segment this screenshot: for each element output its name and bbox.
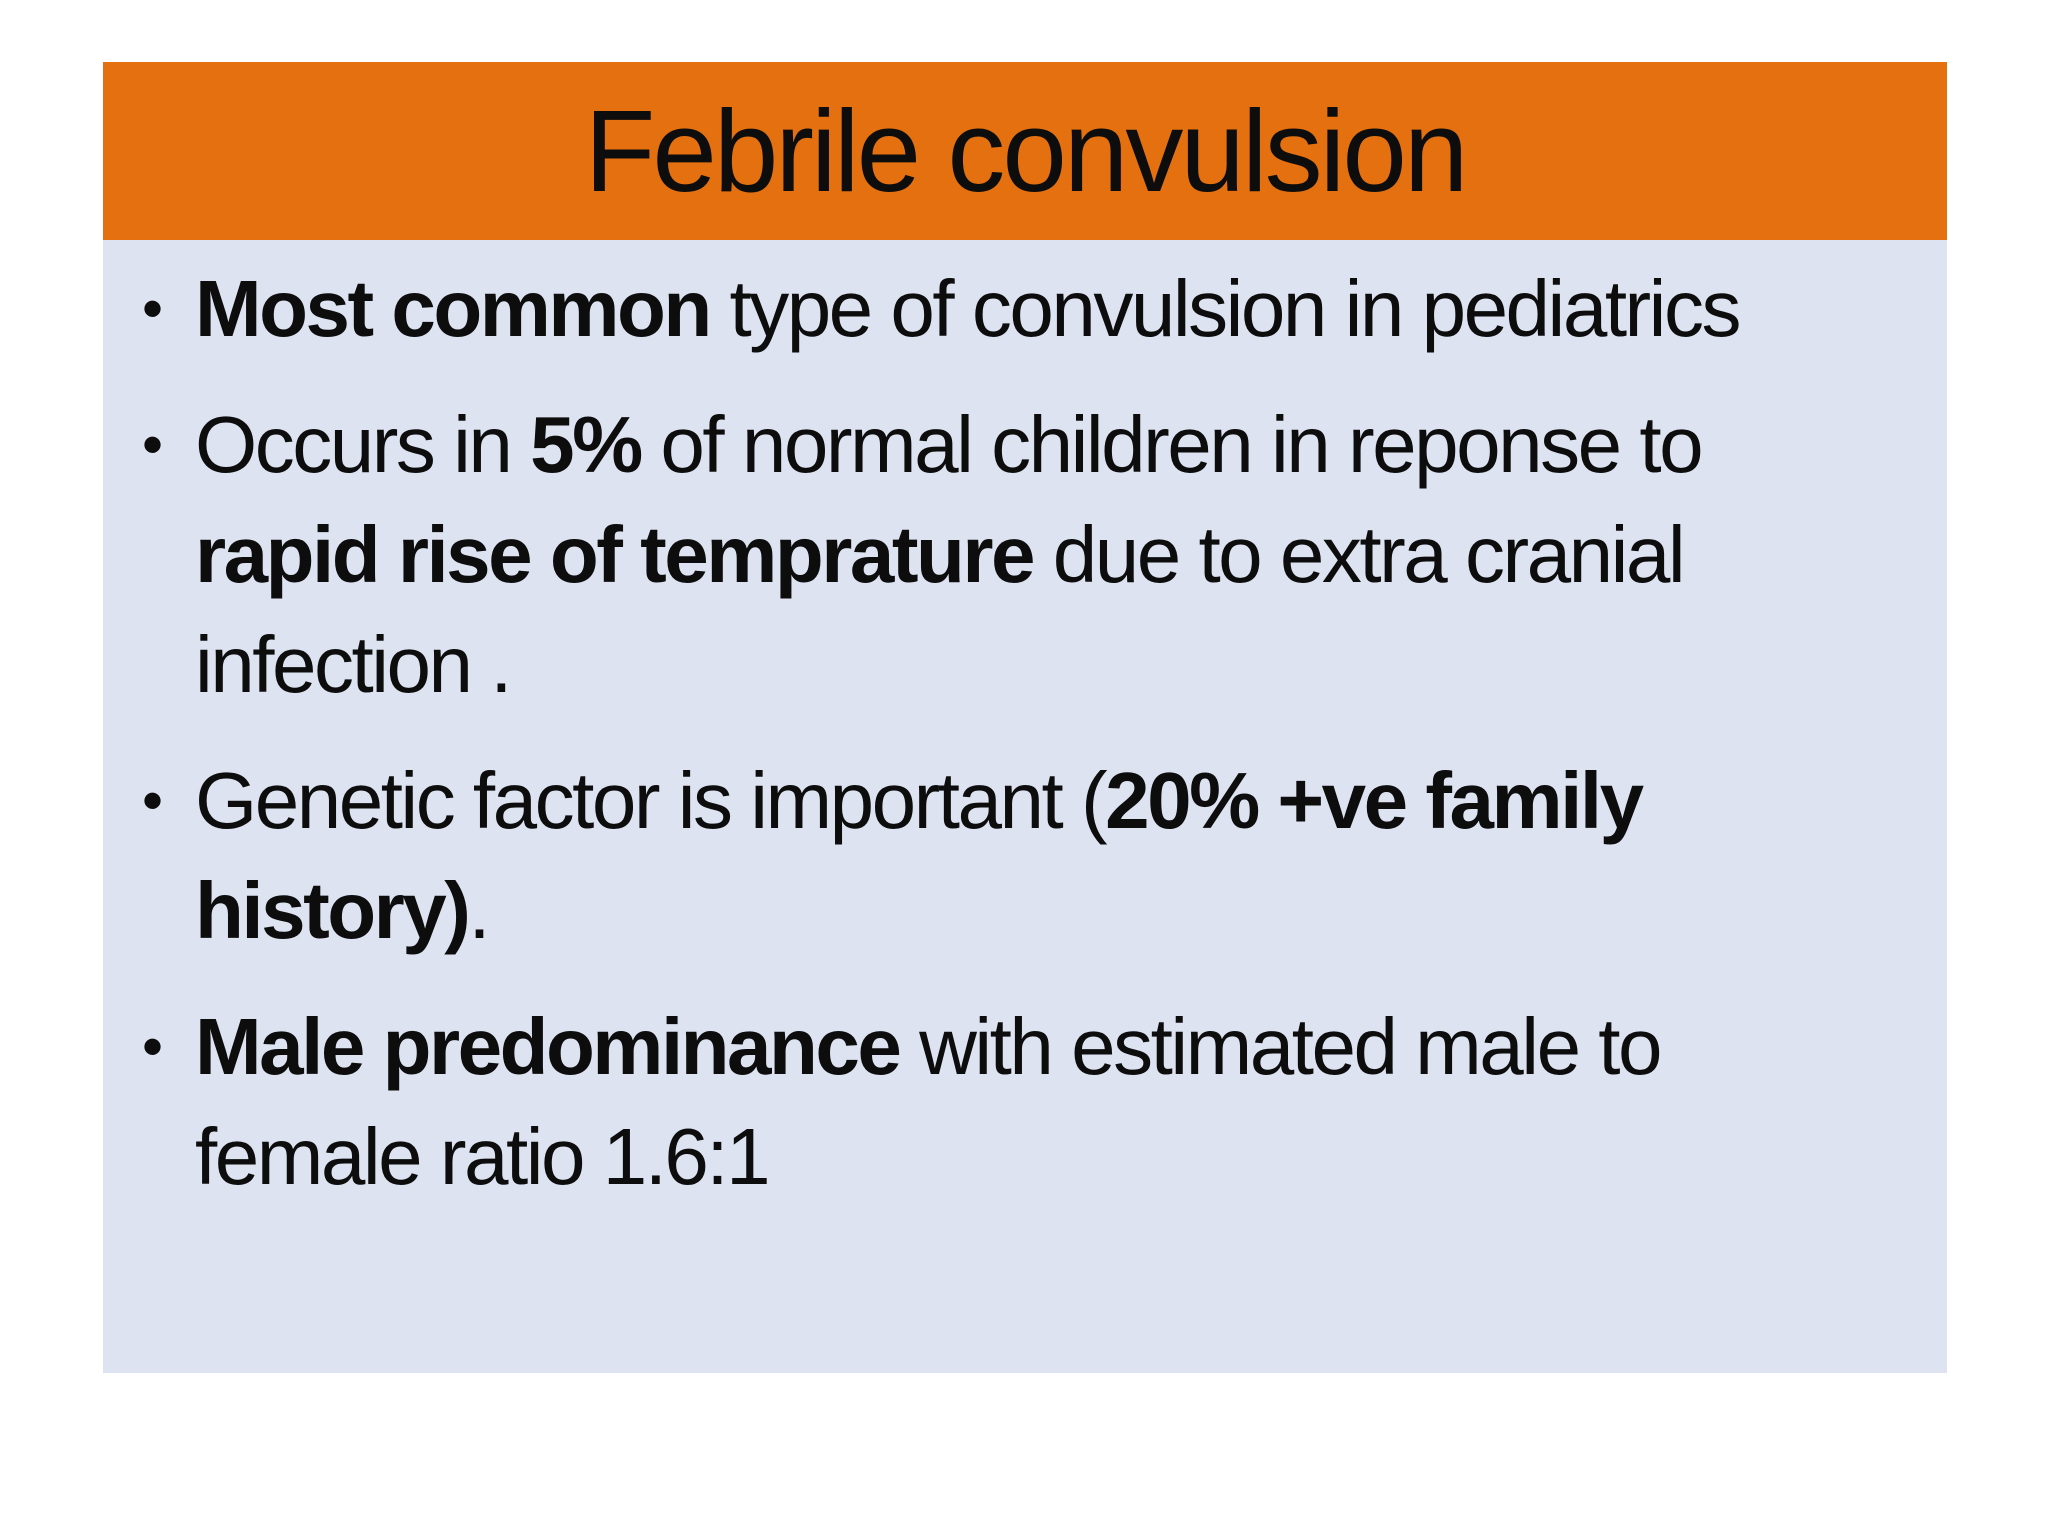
text-run-bold: history) — [195, 866, 471, 955]
bullet-line: history). — [195, 856, 1917, 966]
text-run-bold: rapid rise of temprature — [195, 510, 1036, 599]
bullet-text: Male predominance with estimated male to… — [195, 992, 1917, 1212]
bullet-line: Occurs in 5% of normal children in repon… — [195, 390, 1917, 500]
text-run: type of convulsion in pediatrics — [709, 264, 1741, 353]
bullet-line: rapid rise of temprature due to extra cr… — [195, 500, 1917, 610]
bullet-line: Male predominance with estimated male to — [195, 992, 1917, 1102]
bullet-marker: • — [142, 767, 164, 834]
text-run-bold: 5% — [530, 400, 643, 489]
bullet-marker: • — [142, 411, 164, 478]
text-run: . — [468, 866, 490, 955]
text-run: with estimated male to — [899, 1002, 1662, 1091]
bullet-text: Genetic factor is important (20% +ve fam… — [195, 746, 1917, 966]
bullet-line: Most common type of convulsion in pediat… — [195, 254, 1917, 364]
slide-title-bar: Febrile convulsion — [103, 62, 1947, 240]
bullet-line: Genetic factor is important (20% +ve fam… — [195, 746, 1917, 856]
bullet-list: • Most common type of convulsion in pedia… — [128, 254, 1917, 1212]
text-run: due to extra cranial — [1033, 510, 1686, 599]
text-run: infection . — [195, 620, 512, 709]
bullet-item: • Most common type of convulsion in pedia… — [128, 254, 1917, 364]
bullet-marker: • — [142, 275, 164, 342]
text-run: Occurs in — [195, 400, 531, 489]
bullet-line: female ratio 1.6:1 — [195, 1102, 1917, 1212]
bullet-line: infection . — [195, 610, 1917, 720]
text-run: Genetic factor is important ( — [195, 756, 1108, 845]
text-run: female ratio 1.6:1 — [195, 1112, 771, 1201]
text-run-bold: 20% +ve family — [1105, 756, 1644, 845]
bullet-marker: • — [142, 1013, 164, 1080]
text-run-bold: Male predominance — [195, 1002, 902, 1091]
slide-canvas: Febrile convulsion • Most common type of … — [103, 62, 1947, 1373]
bullet-text: Most common type of convulsion in pediat… — [195, 254, 1917, 364]
bullet-text: Occurs in 5% of normal children in repon… — [195, 390, 1917, 720]
bullet-item: • Occurs in 5% of normal children in repo… — [128, 390, 1917, 720]
text-run: of normal children in reponse to — [640, 400, 1703, 489]
text-run-bold: Most common — [195, 264, 712, 353]
slide-title: Febrile convulsion — [584, 86, 1469, 216]
bullet-item: • Male predominance with estimated male t… — [128, 992, 1917, 1212]
slide-body: • Most common type of convulsion in pedia… — [103, 240, 1947, 1373]
bullet-item: • Genetic factor is important (20% +ve fa… — [128, 746, 1917, 966]
